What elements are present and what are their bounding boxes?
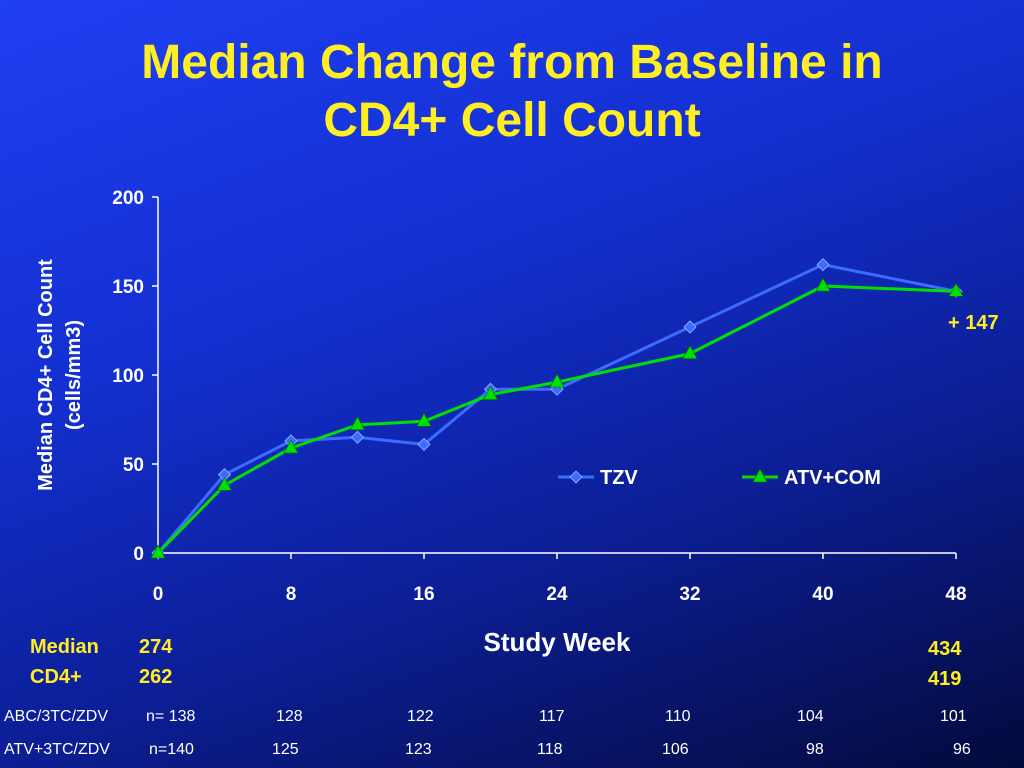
x-tick-label: 40 xyxy=(812,584,833,605)
median-week48-values: 434 419 xyxy=(928,634,961,694)
legend-marker-tzv xyxy=(569,470,583,484)
x-tick-labels: 0 8 16 24 32 40 48 xyxy=(153,553,967,605)
end-annotation: + 147 xyxy=(948,312,999,334)
data-point-atv-com xyxy=(216,476,233,491)
x-axis-label: Study Week xyxy=(483,627,631,657)
series-line-atv-com xyxy=(156,284,957,555)
legend-label-atv-com: ATV+COM xyxy=(784,467,881,489)
median-label-line2: CD4+ xyxy=(30,666,82,688)
count-cell: n=140 xyxy=(149,741,194,758)
data-point-atv-com xyxy=(682,345,698,359)
count-cell: 101 xyxy=(940,708,967,725)
y-tick-label: 100 xyxy=(112,366,144,387)
data-point-tzv xyxy=(417,437,431,451)
x-tick-label: 24 xyxy=(546,584,568,605)
data-point-tzv xyxy=(350,430,365,444)
count-cell: 104 xyxy=(797,708,824,725)
count-row-atv: ATV+3TC/ZDV n=140 125 123 118 106 98 96 xyxy=(0,741,1024,767)
data-point-atv-com xyxy=(815,277,831,292)
x-tick-label: 8 xyxy=(286,584,297,605)
count-row-label: ABC/3TC/ZDV xyxy=(4,708,109,725)
data-point-atv-com xyxy=(482,385,499,400)
data-point-tzv xyxy=(683,320,697,334)
data-point-atv-com xyxy=(283,439,299,454)
chart-series xyxy=(150,258,964,560)
chart-title: Median Change from Baseline in CD4+ Cell… xyxy=(0,34,1024,150)
median-baseline-atv: 262 xyxy=(139,666,173,688)
count-cell: 125 xyxy=(272,741,299,758)
y-tick-labels: 0 50 100 150 200 xyxy=(112,188,158,565)
series-line-tzv xyxy=(156,263,957,554)
count-cell: 123 xyxy=(405,741,432,758)
y-tick-label: 200 xyxy=(112,188,144,209)
legend-label-tzv: TZV xyxy=(600,467,638,489)
data-point-atv-com xyxy=(549,373,565,388)
count-cell: n= 138 xyxy=(146,708,196,725)
chart-title-line1: Median Change from Baseline in xyxy=(141,36,883,89)
data-point-atv-com xyxy=(349,416,366,431)
count-cell: 96 xyxy=(953,741,971,758)
count-cell: 118 xyxy=(537,741,563,758)
median-baseline-tzv: 274 xyxy=(139,636,173,658)
y-tick-label: 0 xyxy=(133,544,144,565)
x-tick-label: 48 xyxy=(945,584,966,605)
count-cell: 110 xyxy=(665,708,691,725)
chart-title-line2: CD4+ Cell Count xyxy=(323,94,701,147)
series-tzv xyxy=(151,258,963,560)
data-point-atv-com xyxy=(948,282,964,297)
median-week48-tzv: 434 xyxy=(928,638,962,660)
chart-legend: TZV ATV+COM xyxy=(558,467,881,489)
count-cell: 106 xyxy=(662,741,689,758)
series-atv-com xyxy=(150,277,964,559)
count-cell: 98 xyxy=(806,741,824,758)
data-point-atv-com xyxy=(416,412,432,427)
x-tick-label: 0 xyxy=(153,584,164,605)
count-cell: 117 xyxy=(539,708,565,725)
count-cell: 122 xyxy=(407,708,434,725)
median-label: Median CD4+ xyxy=(30,632,99,692)
y-axis-label-line2: (cells/mm3) xyxy=(63,320,85,430)
y-axis-label-line1: Median CD4+ Cell Count xyxy=(35,259,57,491)
y-tick-label: 150 xyxy=(112,277,144,298)
count-row-abc: ABC/3TC/ZDV n= 138 128 122 117 110 104 1… xyxy=(0,708,1024,734)
x-tick-label: 32 xyxy=(679,584,700,605)
data-point-atv-com xyxy=(150,544,166,559)
median-week48-atv: 419 xyxy=(928,668,962,690)
count-row-label: ATV+3TC/ZDV xyxy=(4,741,110,758)
x-tick-label: 16 xyxy=(413,584,434,605)
legend-marker-atv-com xyxy=(752,468,768,483)
data-point-tzv xyxy=(816,258,830,272)
count-cell: 128 xyxy=(276,708,303,725)
median-label-line1: Median xyxy=(30,636,99,658)
y-tick-label: 50 xyxy=(123,455,144,476)
median-baseline-values: 274 262 xyxy=(139,632,172,692)
